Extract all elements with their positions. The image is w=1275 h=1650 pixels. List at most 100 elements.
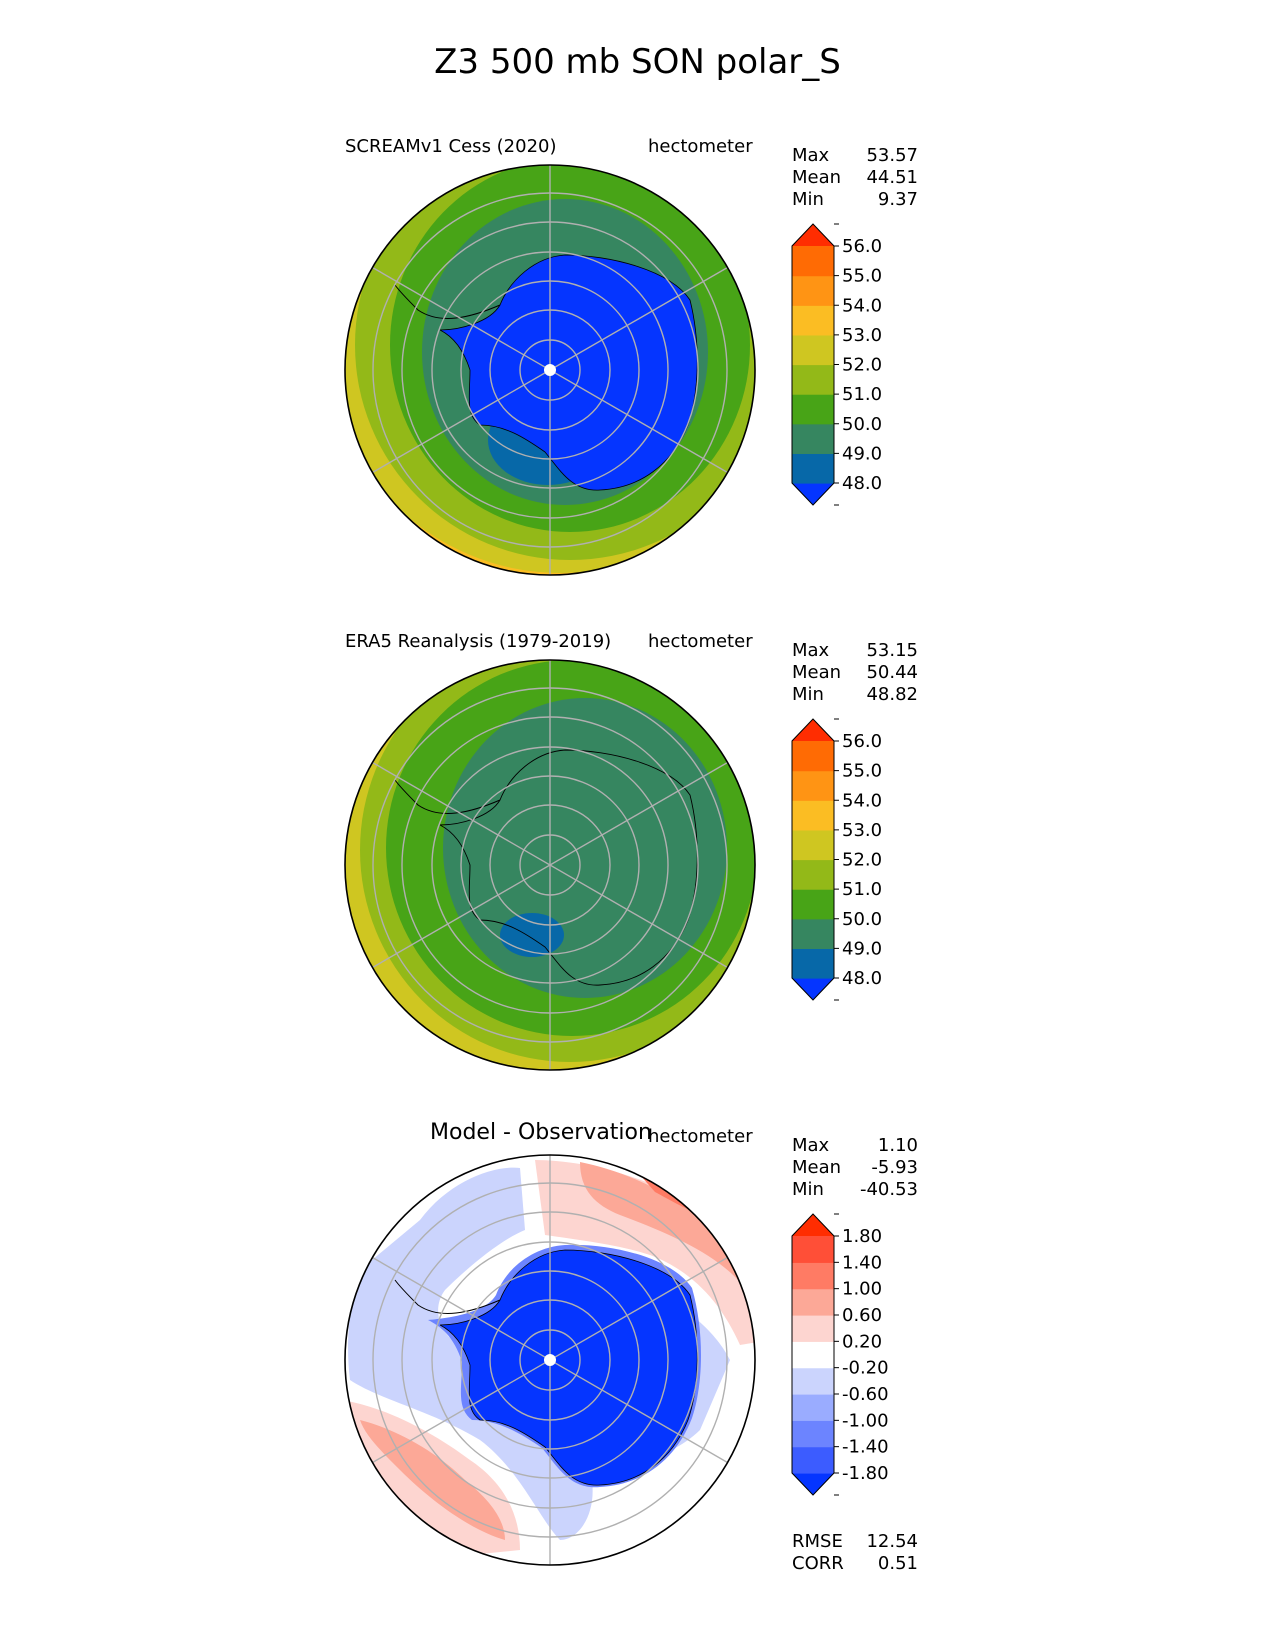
colorbar-tick-label: 55.0: [842, 266, 882, 287]
antarctic-peninsula-outline: [394, 284, 501, 319]
panel3-min-value: -40.53: [859, 1179, 918, 1200]
antarctic-peninsula-outline: [394, 1279, 501, 1314]
colorbar-tick-label: 1.00: [842, 1279, 882, 1300]
colorbar-extend-low: [792, 483, 834, 505]
panel2-polar-map: 48.0 49.0 50.0 51.0 52.0 53.0 54.0 55.0 56.0: [344, 659, 882, 1071]
panel1-mean-value: 44.51: [866, 167, 918, 188]
stat-label: Max: [792, 640, 830, 661]
panel3-rmse-value: 12.54: [866, 1531, 918, 1552]
field-band: [360, 1420, 505, 1540]
colorbar-band: [792, 334, 834, 366]
colorbar-tick-label: 1.80: [842, 1226, 882, 1247]
colorbar-tick-label: 1.40: [842, 1252, 882, 1273]
colorbar-tick-label: 0.20: [842, 1331, 882, 1352]
colorbar-band: [792, 889, 834, 920]
colorbar-tick-label: 54.0: [842, 790, 882, 811]
metric-label: CORR: [792, 1553, 844, 1574]
colorbar-band: [792, 1420, 834, 1448]
figure-title: Z3 500 mb SON polar_S: [434, 42, 841, 82]
panel2-min-value: 48.82: [866, 684, 918, 705]
panel3-units: hectometer: [648, 1126, 753, 1147]
colorbar-tick-label: 49.0: [842, 938, 882, 959]
colorbar-band: [792, 364, 834, 395]
colorbar-tick-label: 53.0: [842, 820, 882, 841]
colorbar-tick-label: 56.0: [842, 731, 882, 752]
colorbar-band: [792, 394, 834, 425]
panel1-max-value: 53.57: [866, 145, 918, 166]
colorbar-band: [792, 1315, 834, 1342]
field-band: [500, 913, 564, 957]
panel2-subtitle: ERA5 Reanalysis (1979-2019): [345, 631, 612, 652]
colorbar-band: [792, 275, 834, 306]
map-graticule: [372, 165, 728, 575]
stat-label: Min: [792, 684, 824, 705]
colorbar-extend-high: [792, 719, 834, 741]
panel2-max-value: 53.15: [866, 640, 918, 661]
panel3-stats: Max 1.10 Mean -5.93 Min -40.53: [792, 1135, 918, 1201]
colorbar-tick-label: 48.0: [842, 473, 882, 494]
colorbar-band: [792, 770, 834, 801]
colorbar-band: [792, 1446, 834, 1474]
colorbar-extend-low: [792, 1473, 834, 1495]
colorbar-band: [792, 948, 834, 979]
colorbar-tick-label: -0.20: [842, 1358, 889, 1379]
colorbar-tick-label: 50.0: [842, 414, 882, 435]
stat-label: Mean: [792, 1157, 842, 1178]
panel2-units: hectometer: [648, 631, 753, 652]
panel1-stats: Max 53.57 Mean 44.51 Min 9.37: [792, 145, 918, 211]
colorbar-band: [792, 423, 834, 454]
panel3-subtitle: Model - Observation: [430, 1120, 652, 1145]
panel3-colorbar: -1.80 -1.40 -1.00 -0.60 -0.20 0.20 0.60 1.00 1.4…: [791, 1213, 889, 1496]
colorbar-tick-label: 51.0: [842, 879, 882, 900]
pole-marker: [544, 364, 556, 376]
stat-label: Min: [792, 1179, 824, 1200]
colorbar-tick-label: 50.0: [842, 909, 882, 930]
panel2-stats: Max 53.15 Mean 50.44 Min 48.82: [792, 640, 918, 706]
colorbar-tick-label: -0.60: [842, 1384, 889, 1405]
colorbar-band: [792, 1394, 834, 1421]
antarctic-peninsula-outline: [394, 779, 501, 814]
panel1-polar-map: 48.0 49.0 50.0 51.0 52.0 53.0 54.0 55.0 56.0: [344, 164, 882, 576]
panel3-metrics: RMSE 12.54 CORR 0.51: [792, 1531, 918, 1575]
colorbar-band: [792, 800, 834, 831]
metric-label: RMSE: [792, 1531, 843, 1552]
panel1-units: hectometer: [648, 136, 753, 157]
colorbar-band: [792, 1236, 834, 1263]
colorbar-tick-label: 56.0: [842, 236, 882, 257]
pole-marker: [544, 1354, 556, 1366]
colorbar-band: [792, 1288, 834, 1316]
colorbar-tick-label: 48.0: [842, 968, 882, 989]
colorbar-tick-label: 52.0: [842, 355, 882, 376]
colorbar-extend-high: [792, 1214, 834, 1236]
panel1-min-value: 9.37: [877, 189, 918, 210]
stat-label: Mean: [792, 167, 842, 188]
colorbar-band: [792, 741, 834, 772]
map-boundary: [344, 1154, 756, 1566]
colorbar-extend-low: [792, 978, 834, 1000]
panel1-colorbar: 48.0 49.0 50.0 51.0 52.0 53.0 54.0 55.0 56.0: [791, 223, 882, 506]
panel3-corr-value: 0.51: [877, 1553, 918, 1574]
panel3-max-value: 1.10: [877, 1135, 918, 1156]
panel2-mean-value: 50.44: [866, 662, 918, 683]
panel1-subtitle: SCREAMv1 Cess (2020): [345, 136, 557, 157]
colorbar-band: [792, 453, 834, 484]
panel3-polar-map: -1.80 -1.40 -1.00 -0.60 -0.20 0.20 0.60 1.00 1.4…: [344, 1154, 889, 1566]
colorbar-band: [792, 1341, 834, 1369]
colorbar-tick-label: 54.0: [842, 295, 882, 316]
colorbar-tick-label: 51.0: [842, 384, 882, 405]
colorbar-band: [792, 829, 834, 861]
colorbar-tick-label: -1.80: [842, 1463, 889, 1484]
stat-label: Max: [792, 1135, 830, 1156]
colorbar-band: [792, 1262, 834, 1290]
map-boundary: [344, 164, 756, 576]
map-boundary: [344, 659, 756, 1071]
colorbar-tick-label: 49.0: [842, 443, 882, 464]
colorbar-extend-high: [792, 224, 834, 246]
map-graticule: [372, 660, 728, 1070]
colorbar-band: [792, 859, 834, 890]
colorbar-tick-label: -1.40: [842, 1437, 889, 1458]
colorbar-band: [792, 246, 834, 277]
colorbar-band: [792, 1367, 834, 1395]
colorbar-band: [792, 305, 834, 336]
stat-label: Max: [792, 145, 830, 166]
